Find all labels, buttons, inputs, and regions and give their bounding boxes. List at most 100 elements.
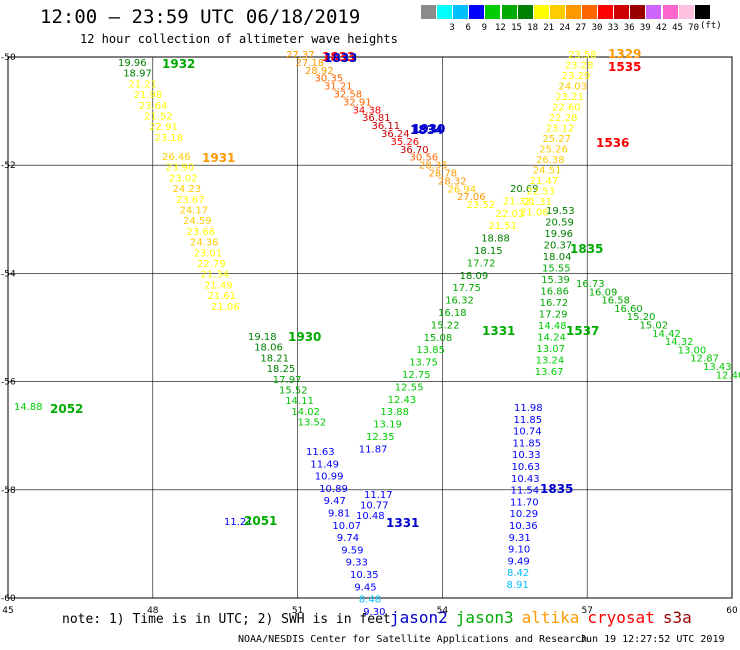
swh-data-label: 13.67 bbox=[535, 367, 564, 378]
color-swatch bbox=[469, 5, 485, 19]
x-tick-label: 48 bbox=[147, 606, 159, 616]
swh-data-label: 25.27 bbox=[542, 134, 571, 145]
swh-data-label: 10.63 bbox=[512, 462, 541, 473]
swh-data-label: 36.70 bbox=[400, 145, 429, 156]
legend-altika: altika bbox=[521, 608, 580, 627]
swh-data-label: 14.42 bbox=[652, 329, 681, 340]
swh-data-label: 26.38 bbox=[536, 155, 565, 166]
swh-data-label: 23.12 bbox=[546, 124, 575, 135]
swh-data-label: 18.88 bbox=[481, 234, 510, 245]
swh-data-label: 13.07 bbox=[536, 344, 565, 355]
legend-jason2: jason2 bbox=[390, 608, 448, 627]
swh-data-label: 25.26 bbox=[539, 145, 568, 156]
pass-label: 1931 bbox=[202, 151, 235, 165]
color-scale-label: 36 bbox=[623, 23, 635, 33]
swh-data-label: 9.49 bbox=[508, 556, 530, 567]
swh-data-label: 13.85 bbox=[416, 345, 445, 356]
swh-data-label: 15.52 bbox=[279, 386, 308, 397]
color-swatch bbox=[501, 5, 517, 19]
swh-data-label: 12.40 bbox=[716, 370, 740, 381]
swh-data-label: 23.21 bbox=[555, 92, 584, 103]
swh-data-label: 9.31 bbox=[509, 533, 531, 544]
swh-data-label: 21.51 bbox=[488, 221, 517, 232]
swh-data-label: 22.60 bbox=[552, 103, 581, 114]
swh-data-label: 10.43 bbox=[511, 474, 540, 485]
swh-data-label: 16.18 bbox=[438, 308, 467, 319]
swh-data-label: 21.34 bbox=[201, 270, 230, 281]
swh-data-label: 19.53 bbox=[546, 206, 575, 217]
swh-data-label: 14.02 bbox=[291, 407, 320, 418]
color-swatch bbox=[533, 5, 549, 19]
color-swatch bbox=[421, 5, 436, 19]
swh-data-label: 22.91 bbox=[149, 122, 178, 133]
color-swatch bbox=[582, 5, 597, 19]
swh-data-label: 10.77 bbox=[360, 501, 389, 512]
swh-data-label: 15.39 bbox=[541, 275, 570, 286]
swh-data-label: 27.37 bbox=[286, 50, 315, 61]
x-tick-label: 51 bbox=[292, 606, 303, 616]
mission-legend: jason2 jason3 altika cryosat s3a bbox=[390, 608, 700, 627]
swh-data-label: 10.35 bbox=[350, 570, 379, 581]
color-swatch bbox=[549, 5, 565, 19]
swh-data-label: 11.70 bbox=[510, 497, 539, 508]
swh-data-label: 24.23 bbox=[173, 184, 202, 195]
swh-data-label: 21.47 bbox=[530, 176, 559, 187]
swh-data-label: 13.75 bbox=[409, 358, 438, 369]
swh-data-label: 13.24 bbox=[536, 356, 565, 367]
pass-label: 1834 bbox=[410, 123, 443, 137]
pass-label: 1835 bbox=[570, 242, 603, 256]
swh-data-label: 9.45 bbox=[354, 582, 376, 593]
y-tick-label: -54 bbox=[1, 269, 16, 279]
swh-data-label: 21.98 bbox=[134, 90, 163, 101]
swh-data-label: 9.59 bbox=[341, 545, 363, 556]
swh-data-label: 18.97 bbox=[123, 69, 152, 80]
swh-data-label: 15.22 bbox=[431, 320, 460, 331]
swh-data-label: 12.43 bbox=[388, 395, 417, 406]
swh-data-label: 20.37 bbox=[544, 241, 573, 252]
swh-data-label: 14.32 bbox=[665, 337, 694, 348]
swh-data-label: 14.11 bbox=[285, 396, 314, 407]
swh-data-label: 15.20 bbox=[627, 312, 656, 323]
swh-data-label: 27.06 bbox=[457, 192, 486, 203]
swh-data-label: 14.88 bbox=[14, 402, 43, 413]
swh-data-label: 36.24 bbox=[381, 129, 410, 140]
swh-data-label: 9.74 bbox=[337, 533, 359, 544]
swh-data-label: 17.97 bbox=[273, 375, 302, 386]
x-tick-label: 54 bbox=[437, 606, 449, 616]
swh-data-label: 17.72 bbox=[467, 258, 496, 269]
y-tick-label: -50 bbox=[1, 53, 16, 63]
swh-data-label: 19.96 bbox=[544, 229, 573, 240]
color-swatch bbox=[517, 5, 533, 19]
swh-data-label: 24.03 bbox=[558, 82, 587, 93]
y-tick-label: -52 bbox=[1, 161, 16, 171]
swh-data-label: 21.52 bbox=[144, 112, 173, 123]
swh-data-label: 22.28 bbox=[549, 113, 578, 124]
swh-data-label: 18.21 bbox=[260, 353, 289, 364]
color-swatch bbox=[437, 5, 453, 19]
swh-data-label: 26.46 bbox=[162, 152, 191, 163]
swh-data-label: 20.69 bbox=[510, 184, 539, 195]
swh-data-label: 23.01 bbox=[194, 248, 223, 259]
swh-data-label: 10.89 bbox=[319, 484, 348, 495]
swh-data-label: 22.79 bbox=[197, 259, 226, 270]
pass-label: 1331 bbox=[482, 324, 515, 338]
swh-data-label: 24.17 bbox=[180, 206, 209, 217]
swh-data-label: 10.33 bbox=[512, 450, 541, 461]
pass-label: 1833 bbox=[322, 50, 355, 64]
color-scale-label: 30 bbox=[591, 23, 603, 33]
pass-label: 1930 bbox=[288, 330, 321, 344]
color-scale-label: 24 bbox=[559, 23, 571, 33]
swh-data-label: 12.75 bbox=[402, 370, 431, 381]
pass-label: 2051 bbox=[244, 514, 277, 528]
swh-data-label: 15.55 bbox=[542, 264, 571, 275]
swh-data-label: 16.72 bbox=[540, 298, 569, 309]
y-tick-label: -60 bbox=[1, 594, 16, 604]
legend-jason3: jason3 bbox=[455, 608, 514, 627]
swh-data-label: 28.32 bbox=[438, 176, 467, 187]
swh-data-label: 11.85 bbox=[513, 438, 542, 449]
color-scale-label: 6 bbox=[465, 23, 471, 33]
swh-data-label: 11.54 bbox=[511, 486, 540, 497]
swh-data-label: 18.25 bbox=[267, 364, 296, 375]
swh-data-label: 17.75 bbox=[452, 283, 481, 294]
swh-data-label: 24.59 bbox=[183, 216, 212, 227]
